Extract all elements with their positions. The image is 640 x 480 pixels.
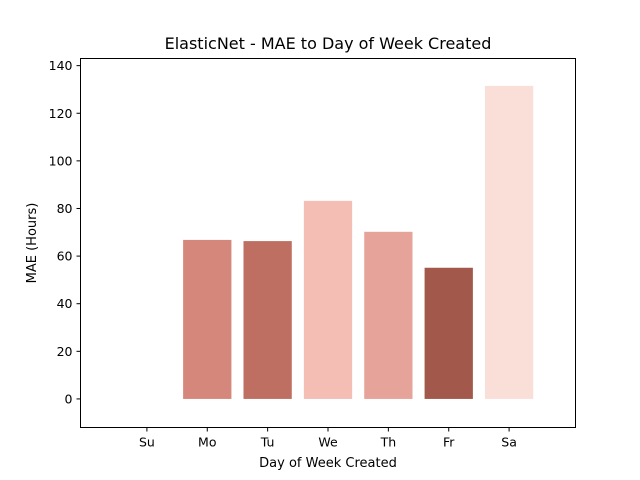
y-axis-label: MAE (Hours)	[25, 203, 40, 284]
y-tick-label: 100	[49, 153, 73, 168]
x-tick-label: Su	[139, 435, 155, 450]
x-tick-label: Mo	[198, 435, 216, 450]
y-tick-label: 20	[57, 344, 73, 359]
x-tick-label: Th	[380, 435, 397, 450]
x-tick-label: Sa	[501, 435, 517, 450]
bars-layer	[183, 85, 534, 399]
bar-th	[364, 231, 413, 399]
x-axis-label: Day of Week Created	[259, 456, 397, 471]
chart-title: ElasticNet - MAE to Day of Week Created	[165, 34, 492, 53]
y-tick-label: 60	[57, 249, 73, 264]
y-tick-label: 140	[49, 58, 73, 73]
bar-fr	[424, 267, 473, 399]
bar-tu	[243, 241, 292, 399]
y-tick-label: 0	[65, 391, 73, 406]
bar-we	[303, 200, 353, 399]
x-tick-label: We	[318, 435, 338, 450]
y-tick-label: 80	[57, 201, 73, 216]
bar-sa	[484, 85, 534, 399]
x-tick-label: Fr	[443, 435, 455, 450]
x-axis-ticks: Su Mo Tu We Th Fr Sa	[139, 427, 517, 450]
x-tick-label: Tu	[260, 435, 275, 450]
y-axis-ticks: 0 20 40 60 80 100 120 140	[49, 58, 81, 406]
y-tick-label: 120	[49, 106, 73, 121]
bar-mo	[183, 239, 232, 399]
y-tick-label: 40	[57, 296, 73, 311]
